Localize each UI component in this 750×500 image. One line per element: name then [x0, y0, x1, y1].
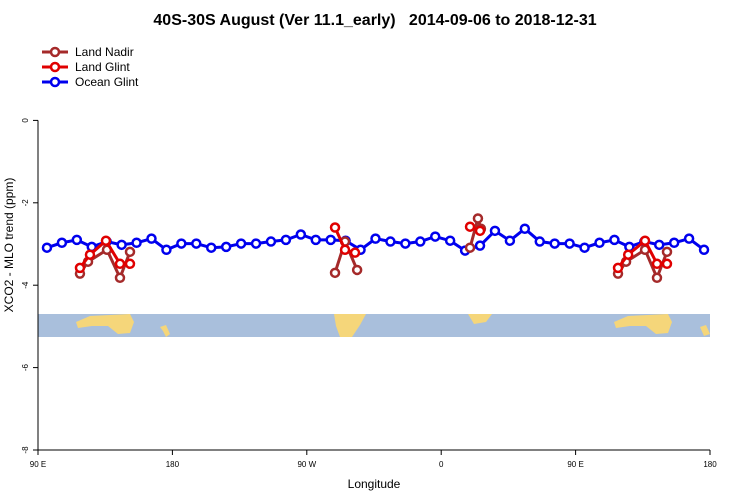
point [131, 237, 142, 249]
x-tick-label: 90 W [297, 460, 316, 469]
point [698, 244, 710, 256]
point [661, 258, 673, 270]
point [429, 231, 441, 242]
legend-label: Ocean Glint [75, 75, 139, 89]
point [351, 264, 363, 276]
legend-marker [49, 76, 61, 88]
x-tick-label: 0 [439, 460, 444, 469]
point [609, 234, 620, 246]
point [329, 222, 341, 233]
chart-title: 40S-30S August (Ver 11.1_early) 2014-09-… [153, 12, 596, 29]
y-tick-label: -2 [21, 199, 30, 207]
point [124, 246, 136, 258]
x-tick-label: 90 E [567, 460, 583, 469]
point [100, 235, 112, 246]
point [41, 242, 53, 253]
legend-label: Land Nadir [75, 45, 134, 59]
legend-marker [49, 61, 61, 73]
point [295, 229, 307, 240]
point [385, 236, 396, 247]
point [668, 237, 680, 249]
point [474, 225, 486, 237]
point [329, 267, 341, 279]
point [146, 233, 157, 244]
point [472, 213, 484, 224]
x-tick-label: 90 E [30, 460, 46, 469]
y-tick-label: 0 [21, 118, 30, 123]
point [683, 233, 695, 244]
point [651, 272, 663, 284]
map-strip [38, 314, 710, 337]
legend-label: Land Glint [75, 60, 130, 74]
point [639, 235, 651, 246]
point [280, 234, 292, 246]
point [74, 262, 86, 274]
y-axis-label: XCO2 - MLO trend (ppm) [2, 178, 16, 313]
point [519, 223, 531, 235]
point [444, 235, 456, 246]
point [415, 236, 426, 247]
point [84, 249, 96, 260]
legend-marker [49, 46, 61, 58]
x-tick-label: 180 [166, 460, 180, 469]
y-tick-label: -8 [21, 446, 30, 454]
point [489, 225, 501, 237]
point [325, 234, 336, 246]
point [474, 240, 486, 251]
point [579, 242, 590, 253]
x-axis-label: Longitude [348, 477, 401, 491]
point [265, 236, 277, 247]
point [250, 238, 262, 249]
point [400, 238, 411, 249]
point [651, 258, 663, 270]
point [116, 239, 127, 251]
point [114, 258, 126, 270]
point [661, 246, 673, 258]
point [612, 262, 624, 274]
point [124, 258, 136, 270]
point [191, 238, 202, 249]
y-tick-label: -6 [21, 363, 30, 371]
point [549, 238, 560, 249]
point [220, 241, 232, 253]
point [349, 247, 361, 258]
point [464, 221, 476, 232]
point [564, 238, 575, 249]
point [504, 235, 516, 246]
point [114, 272, 126, 284]
point [594, 237, 605, 249]
point [622, 249, 634, 260]
x-tick-label: 180 [703, 460, 717, 469]
point [161, 244, 172, 256]
point [310, 234, 322, 246]
point [464, 242, 476, 253]
point [71, 234, 83, 246]
point [56, 237, 68, 249]
point [235, 238, 247, 249]
point [205, 242, 217, 253]
point [653, 239, 665, 251]
point [370, 233, 381, 244]
point [534, 236, 546, 247]
point [176, 238, 187, 249]
y-tick-label: -4 [21, 281, 30, 289]
point [339, 244, 351, 256]
